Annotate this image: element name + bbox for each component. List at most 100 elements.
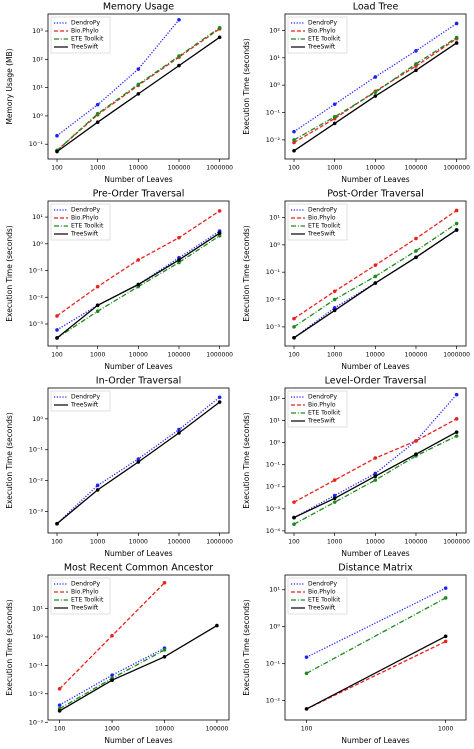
y-tick-label: 10⁻¹: [266, 109, 281, 117]
data-point: [136, 258, 141, 262]
x-axis-label: Number of Leaves: [341, 362, 409, 371]
panel: Distance Matrix Number of Leaves Execution…: [242, 563, 467, 745]
legend-label: TreeSwift: [307, 231, 336, 238]
data-point: [55, 314, 59, 318]
legend-label: ETE Toolkit: [308, 223, 341, 230]
data-point: [217, 395, 222, 400]
data-point: [332, 493, 337, 498]
y-tick-label: 10⁰: [32, 633, 43, 641]
plot-frame: [47, 574, 230, 721]
x-tick-label: 1000: [90, 539, 105, 546]
x-tick-label: 1000: [327, 352, 342, 359]
y-tick-label: 10¹: [32, 213, 43, 221]
legend-label: ETE Toolkit: [308, 597, 341, 604]
y-tick-label: 10⁰: [32, 112, 43, 120]
x-tick-label: 100: [301, 726, 313, 733]
y-tick-label: 10⁻²: [29, 690, 44, 698]
y-tick-label: 10⁻²: [266, 697, 281, 705]
data-point: [292, 140, 296, 145]
series-line: [59, 625, 218, 712]
x-axis-label: Number of Leaves: [104, 549, 172, 558]
y-tick-label: 10¹: [269, 213, 280, 221]
legend-label: DendroPy: [308, 20, 338, 27]
y-tick-label: 10⁻³: [29, 320, 44, 328]
data-point: [55, 328, 59, 332]
x-tick-label: 100000: [405, 352, 428, 359]
y-tick-label: 10⁻¹: [266, 461, 281, 469]
chart-title: Post-Order Traversal: [327, 189, 424, 200]
x-tick-label: 1000000: [443, 539, 470, 546]
y-axis-label: Execution Time (seconds): [242, 225, 251, 322]
x-tick-label: 10000: [129, 165, 148, 172]
y-tick-label: 10⁻¹: [29, 661, 44, 669]
data-point: [373, 478, 378, 482]
data-point: [177, 235, 181, 240]
legend-label: ETE Toolkit: [308, 36, 341, 43]
panel: Load Tree Number of Leaves Execution Time …: [242, 2, 470, 185]
x-tick-label: 1000000: [206, 352, 233, 359]
panel: Post-Order Traversal Number of Leaves Exec…: [242, 189, 470, 372]
legend-label: DendroPy: [308, 394, 338, 401]
data-point: [292, 500, 296, 504]
data-point: [95, 483, 100, 488]
y-tick-label: 10⁻⁴: [266, 527, 281, 535]
legend-label: DendroPy: [71, 581, 101, 588]
x-tick-label: 1000: [90, 165, 105, 172]
x-tick-label: 100: [288, 352, 300, 359]
data-point: [332, 297, 337, 302]
data-point: [177, 63, 181, 68]
x-tick-label: 100000: [168, 539, 191, 546]
series-line: [293, 418, 457, 503]
y-tick-label: 10⁻¹: [29, 140, 44, 148]
x-tick-label: 100: [288, 539, 300, 546]
data-point: [414, 68, 418, 73]
y-tick-label: 10⁻¹: [29, 446, 44, 454]
y-tick-label: 10⁻³: [266, 505, 281, 513]
legend-label: DendroPy: [308, 581, 338, 588]
data-point: [454, 35, 459, 40]
y-tick-label: 10¹: [32, 604, 43, 612]
data-point: [55, 521, 59, 526]
x-tick-label: 100: [288, 165, 300, 172]
panel: Pre-Order Traversal Number of Leaves Execu…: [5, 189, 233, 372]
panel: Level-Order Traversal Number of Leaves Exe…: [242, 376, 470, 559]
legend-label: DendroPy: [71, 207, 101, 214]
data-point: [414, 49, 418, 53]
data-point: [443, 639, 448, 644]
data-point: [217, 231, 222, 235]
data-point: [95, 111, 100, 116]
data-point: [304, 655, 309, 659]
data-point: [292, 138, 296, 142]
x-tick-label: 10000: [129, 539, 148, 546]
data-point: [454, 417, 459, 421]
data-point: [177, 54, 181, 58]
legend-label: TreeSwift: [307, 605, 336, 612]
x-tick-label: 1000: [327, 539, 342, 546]
legend-label: Bio.Phylo: [308, 402, 336, 409]
data-point: [95, 120, 100, 124]
data-point: [217, 209, 222, 213]
y-tick-label: 10¹: [269, 586, 280, 594]
series-line: [293, 22, 457, 133]
data-point: [292, 325, 296, 329]
chart-title: Level-Order Traversal: [325, 376, 427, 387]
data-point: [373, 456, 378, 460]
series-line: [293, 222, 457, 328]
data-point: [332, 289, 337, 294]
data-point: [332, 496, 337, 501]
legend-box: [287, 577, 348, 615]
series-line: [306, 597, 447, 674]
y-tick-label: 10⁻³: [29, 507, 44, 515]
data-point: [332, 500, 337, 504]
series-line: [56, 19, 180, 137]
data-point: [162, 580, 167, 585]
series-line: [56, 230, 220, 331]
data-point: [454, 208, 459, 213]
legend-label: TreeSwift: [70, 605, 99, 612]
series-line: [59, 647, 165, 706]
data-point: [57, 703, 62, 707]
data-point: [332, 478, 337, 482]
data-point: [454, 228, 459, 232]
data-point: [373, 75, 378, 79]
